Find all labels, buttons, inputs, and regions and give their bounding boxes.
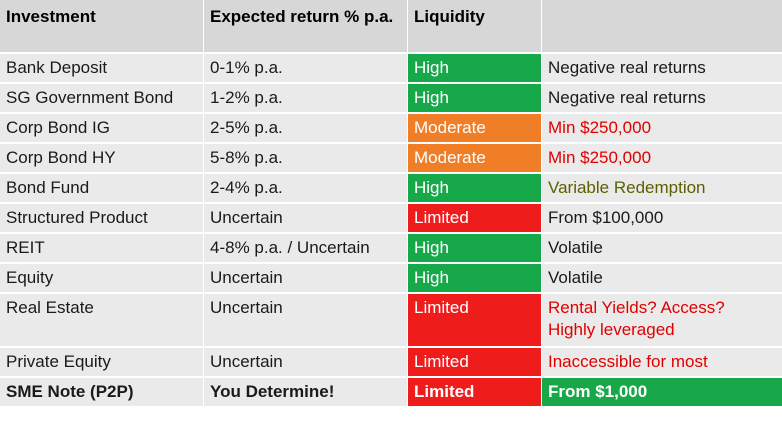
liquidity-cell: Limited — [408, 294, 541, 346]
liquidity-cell: Moderate — [408, 114, 541, 142]
liquidity-cell: High — [408, 174, 541, 202]
investment-cell: Corp Bond IG — [0, 114, 203, 142]
table-row: Private Equity Uncertain Limited Inacces… — [0, 348, 782, 376]
table-row: Structured Product Uncertain Limited Fro… — [0, 204, 782, 232]
investment-cell: SG Government Bond — [0, 84, 203, 112]
investment-cell: REIT — [0, 234, 203, 262]
header-notes — [542, 0, 782, 52]
investment-cell: Bank Deposit — [0, 54, 203, 82]
header-row: Investment Expected return % p.a. Liquid… — [0, 0, 782, 52]
return-cell: 0-1% p.a. — [204, 54, 407, 82]
investment-cell: SME Note (P2P) — [0, 378, 203, 406]
investment-cell: Bond Fund — [0, 174, 203, 202]
table-row: Real Estate Uncertain Limited Rental Yie… — [0, 294, 782, 346]
note-cell: Inaccessible for most — [542, 348, 782, 376]
table-row: Bank Deposit 0-1% p.a. High Negative rea… — [0, 54, 782, 82]
note-cell: Volatile — [542, 234, 782, 262]
investment-cell: Real Estate — [0, 294, 203, 346]
liquidity-cell: Limited — [408, 204, 541, 232]
return-cell: 5-8% p.a. — [204, 144, 407, 172]
return-cell: Uncertain — [204, 264, 407, 292]
note-cell: From $100,000 — [542, 204, 782, 232]
liquidity-cell: Moderate — [408, 144, 541, 172]
return-cell: You Determine! — [204, 378, 407, 406]
table-row: SME Note (P2P) You Determine! Limited Fr… — [0, 378, 782, 406]
note-cell: Min $250,000 — [542, 114, 782, 142]
liquidity-cell: Limited — [408, 348, 541, 376]
return-cell: 2-4% p.a. — [204, 174, 407, 202]
investment-cell: Equity — [0, 264, 203, 292]
note-cell: Variable Redemption — [542, 174, 782, 202]
liquidity-cell: High — [408, 54, 541, 82]
table-row: Equity Uncertain High Volatile — [0, 264, 782, 292]
return-cell: Uncertain — [204, 348, 407, 376]
investment-cell: Corp Bond HY — [0, 144, 203, 172]
return-cell: 2-5% p.a. — [204, 114, 407, 142]
table-row: REIT 4-8% p.a. / Uncertain High Volatile — [0, 234, 782, 262]
table-row: Corp Bond HY 5-8% p.a. Moderate Min $250… — [0, 144, 782, 172]
note-cell: Volatile — [542, 264, 782, 292]
return-cell: 4-8% p.a. / Uncertain — [204, 234, 407, 262]
table-row: Bond Fund 2-4% p.a. High Variable Redemp… — [0, 174, 782, 202]
note-cell: Min $250,000 — [542, 144, 782, 172]
investment-cell: Structured Product — [0, 204, 203, 232]
return-cell: Uncertain — [204, 204, 407, 232]
liquidity-cell: High — [408, 234, 541, 262]
note-cell: Rental Yields? Access? Highly leveraged — [542, 294, 782, 346]
liquidity-cell: Limited — [408, 378, 541, 406]
return-cell: 1-2% p.a. — [204, 84, 407, 112]
liquidity-cell: High — [408, 264, 541, 292]
note-cell: Negative real returns — [542, 84, 782, 112]
header-investment: Investment — [0, 0, 203, 52]
liquidity-cell: High — [408, 84, 541, 112]
note-cell: From $1,000 — [542, 378, 782, 406]
note-cell: Negative real returns — [542, 54, 782, 82]
table-row: Corp Bond IG 2-5% p.a. Moderate Min $250… — [0, 114, 782, 142]
header-expected-return: Expected return % p.a. — [204, 0, 407, 52]
investment-cell: Private Equity — [0, 348, 203, 376]
return-cell: Uncertain — [204, 294, 407, 346]
table-row: SG Government Bond 1-2% p.a. High Negati… — [0, 84, 782, 112]
investment-comparison-table: Investment Expected return % p.a. Liquid… — [0, 0, 782, 406]
header-liquidity: Liquidity — [408, 0, 541, 52]
